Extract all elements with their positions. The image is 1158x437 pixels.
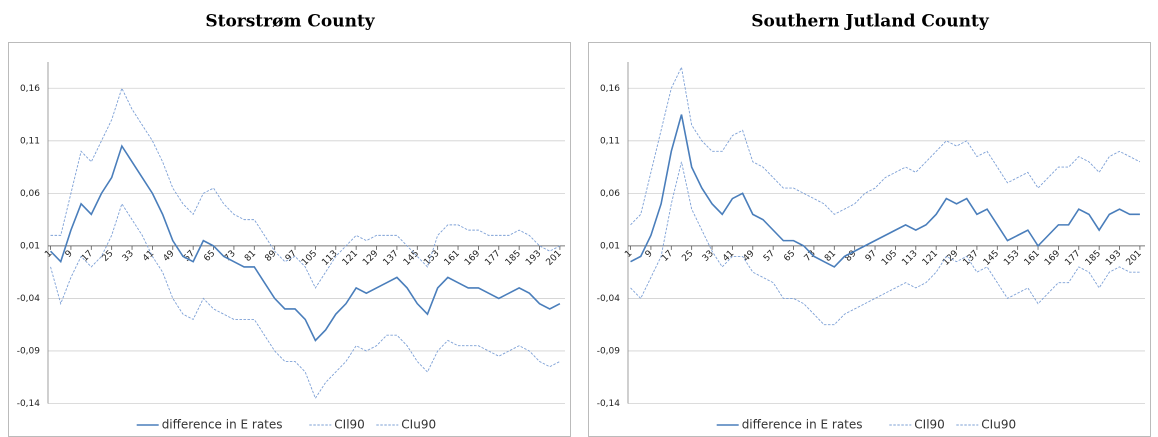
legend-label: difference in E rates [742, 418, 863, 432]
legend-label: difference in E rates [162, 418, 283, 432]
y-tick-label: 0,06 [600, 189, 620, 199]
series-line [50, 202, 561, 400]
chart-frame [8, 42, 571, 437]
y-tick-label: 0,06 [20, 189, 40, 199]
y-tick-label: -0,04 [597, 294, 621, 304]
y-tick-label: 0,16 [600, 84, 620, 94]
chart-title: Storstrøm County [205, 12, 375, 32]
y-tick-label: -0,14 [17, 399, 41, 409]
series-line [630, 65, 1141, 226]
legend-label: CIl90 [334, 418, 365, 432]
series-line [49, 144, 561, 342]
x-tick-label: 1 [623, 249, 634, 260]
y-tick-label: -0,04 [17, 294, 41, 304]
chart-frame [588, 42, 1151, 437]
x-tick-label: 1 [43, 249, 54, 260]
y-tick-label: 0,16 [20, 84, 40, 94]
y-tick-label: 0,11 [20, 136, 40, 146]
y-tick-label: 0,01 [600, 241, 620, 251]
y-tick-label: -0,09 [17, 346, 41, 356]
y-tick-label: 0,01 [20, 241, 40, 251]
legend-label: CIu90 [981, 418, 1016, 432]
x-tick-label: 9 [644, 249, 655, 260]
y-tick-label: 0,11 [600, 136, 620, 146]
series-line [630, 114, 1140, 268]
y-tick-label: -0,14 [597, 399, 621, 409]
chart-title: Southern Jutland County [751, 12, 990, 32]
series-line [50, 87, 561, 289]
x-tick-label: 9 [64, 249, 75, 260]
legend-label: CIl90 [914, 418, 945, 432]
y-tick-label: -0,09 [597, 346, 621, 356]
legend-label: CIu90 [401, 418, 436, 432]
